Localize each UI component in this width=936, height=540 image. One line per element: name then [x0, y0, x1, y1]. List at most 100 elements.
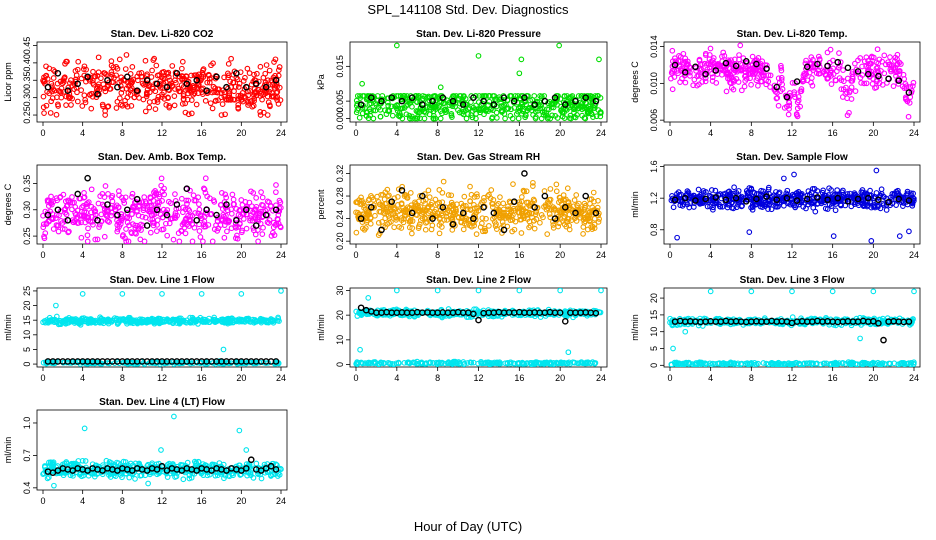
x-tick-label: 16 — [197, 128, 207, 138]
data-point — [765, 186, 772, 193]
data-point — [690, 82, 697, 89]
data-point — [226, 218, 233, 224]
data-point — [223, 218, 229, 225]
data-point — [278, 288, 284, 294]
data-point — [541, 188, 548, 194]
data-point — [885, 198, 892, 206]
data-point — [396, 224, 402, 230]
data-point — [541, 97, 549, 105]
data-point — [803, 205, 809, 212]
data-point — [579, 360, 586, 367]
data-point — [146, 104, 153, 111]
data-point — [889, 191, 896, 197]
data-point — [129, 194, 135, 200]
data-point — [154, 217, 161, 223]
data-point — [155, 93, 162, 100]
data-point — [139, 73, 145, 80]
data-point — [78, 87, 85, 94]
data-point — [117, 316, 123, 323]
data-point — [212, 97, 219, 104]
data-point — [65, 84, 72, 91]
data-point — [435, 360, 441, 366]
data-point — [742, 198, 750, 205]
data-point — [149, 67, 155, 74]
data-point — [154, 99, 161, 105]
data-point — [196, 82, 202, 89]
data-point — [861, 80, 867, 87]
data-point — [451, 211, 458, 218]
data-point — [903, 96, 909, 103]
data-point — [767, 72, 774, 79]
data-point — [244, 98, 251, 105]
data-point — [810, 64, 817, 71]
data-point — [213, 211, 220, 219]
data-point — [259, 231, 266, 238]
data-point — [169, 63, 176, 69]
data-point — [875, 69, 882, 76]
x-tick-label: 24 — [276, 250, 286, 260]
data-point — [235, 212, 242, 218]
data-point — [564, 93, 570, 99]
data-point — [681, 194, 689, 202]
data-point — [108, 69, 115, 75]
data-point — [530, 112, 536, 118]
data-point — [209, 238, 216, 244]
y-axis-label: ml/min — [630, 314, 640, 341]
data-point — [78, 75, 85, 82]
data-point — [185, 197, 192, 204]
data-point — [260, 224, 266, 231]
data-point — [402, 209, 408, 215]
data-point — [422, 226, 429, 233]
data-point — [140, 205, 147, 212]
data-point — [59, 80, 66, 87]
data-point — [181, 219, 188, 225]
data-point — [114, 211, 121, 219]
data-point — [423, 104, 430, 111]
data-point — [489, 204, 496, 210]
data-point — [405, 101, 411, 108]
data-point — [408, 209, 416, 217]
data-point — [429, 102, 436, 109]
data-point — [732, 62, 740, 70]
data-point — [467, 207, 474, 213]
data-point — [702, 195, 709, 203]
data-point — [219, 206, 226, 212]
x-tick-label: 0 — [353, 373, 358, 383]
data-point — [267, 317, 274, 323]
data-point — [185, 111, 192, 118]
data-point — [233, 206, 240, 212]
data-point — [40, 221, 47, 228]
data-point — [481, 198, 487, 204]
data-point — [521, 215, 527, 222]
data-point — [550, 222, 557, 228]
data-point — [872, 85, 878, 91]
data-point — [591, 360, 598, 367]
data-point — [775, 190, 782, 197]
data-point — [235, 95, 242, 102]
data-point — [801, 70, 807, 77]
data-point — [369, 194, 375, 201]
data-point — [779, 81, 786, 88]
data-point — [224, 317, 231, 324]
data-point — [449, 220, 457, 228]
data-point — [692, 63, 699, 71]
data-point — [864, 194, 872, 202]
data-point — [257, 63, 264, 70]
data-point — [445, 306, 452, 312]
data-point — [784, 187, 791, 194]
data-point — [590, 189, 597, 196]
data-point — [710, 204, 716, 211]
data-point — [138, 227, 144, 233]
y-tick-label: 10 — [22, 330, 32, 340]
y-axis-label: Licor ppm — [3, 62, 13, 102]
x-tick-label: 16 — [828, 250, 838, 260]
x-tick-label: 16 — [514, 250, 524, 260]
data-point — [243, 225, 250, 232]
y-tick-label: 0.8 — [649, 224, 659, 237]
x-tick-label: 20 — [236, 128, 246, 138]
data-point — [200, 319, 207, 325]
data-point — [836, 50, 842, 56]
x-tick-label: 20 — [236, 250, 246, 260]
data-point — [368, 204, 375, 211]
